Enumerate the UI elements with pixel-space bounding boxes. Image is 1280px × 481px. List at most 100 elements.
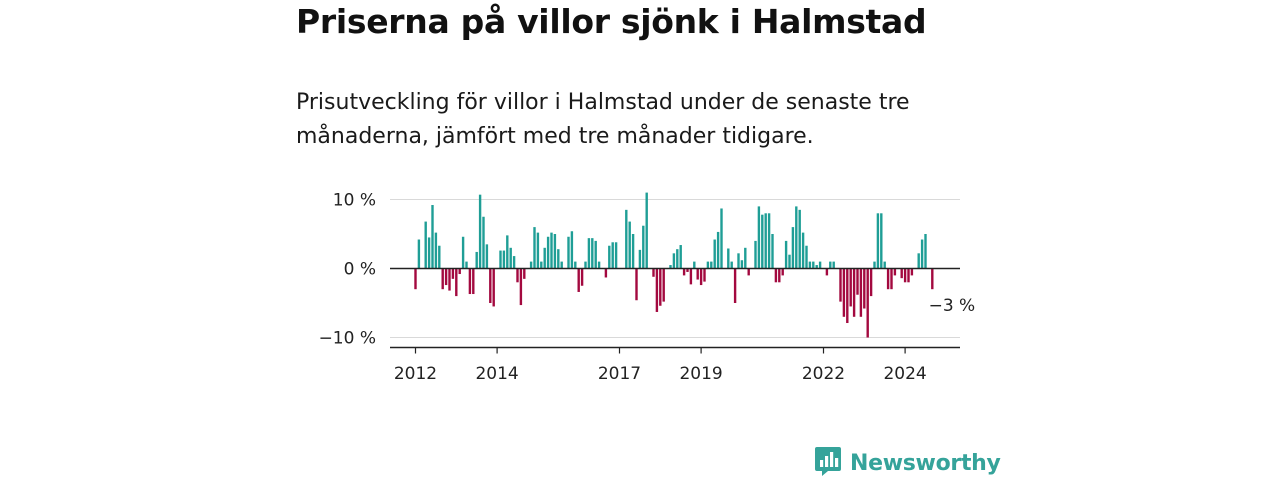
bar — [699, 268, 703, 286]
bar — [431, 205, 434, 269]
axes — [390, 267, 960, 354]
bar — [465, 261, 468, 269]
bar — [866, 268, 869, 338]
bar — [849, 268, 852, 307]
bar — [703, 268, 706, 282]
bar — [805, 245, 808, 269]
bar — [808, 261, 812, 269]
bar — [580, 268, 584, 286]
bar — [478, 194, 482, 269]
bar — [890, 268, 893, 290]
bar — [710, 261, 713, 269]
bar — [761, 214, 764, 269]
bar — [903, 268, 907, 283]
bar — [587, 238, 591, 269]
bar — [659, 268, 662, 306]
x-tick-label: 2017 — [598, 364, 641, 384]
bar — [778, 268, 781, 283]
bar — [880, 213, 883, 269]
bar — [611, 242, 614, 269]
bar — [764, 213, 767, 269]
bar — [737, 253, 740, 269]
bar — [543, 247, 546, 269]
bar — [557, 249, 560, 269]
bar — [791, 227, 795, 269]
bar — [679, 245, 682, 269]
bar — [655, 268, 659, 312]
bar — [652, 268, 655, 277]
bar — [414, 268, 417, 290]
bar — [672, 253, 676, 269]
bar — [696, 268, 699, 280]
bar — [924, 234, 927, 269]
bar — [812, 261, 815, 269]
grid-lines — [390, 199, 960, 338]
bar — [550, 232, 553, 269]
x-tick-label: 2012 — [394, 364, 437, 384]
bar-series — [414, 192, 934, 338]
x-tick-label: 2014 — [475, 364, 518, 384]
bar — [682, 268, 686, 276]
bar — [502, 250, 506, 269]
bar — [829, 261, 832, 269]
bar — [693, 261, 696, 269]
bar — [553, 234, 557, 269]
bar — [662, 268, 665, 302]
bar — [638, 249, 642, 269]
bar — [883, 261, 886, 269]
bar — [801, 232, 805, 269]
bar — [444, 268, 448, 286]
bar — [472, 268, 475, 295]
bar — [499, 250, 502, 269]
bar — [438, 245, 441, 269]
bar — [533, 227, 536, 269]
bar — [839, 268, 842, 302]
bar — [448, 268, 451, 291]
bar — [727, 248, 730, 269]
bar — [512, 256, 516, 269]
bar — [910, 268, 914, 276]
bar — [784, 240, 788, 269]
bar — [455, 268, 458, 297]
tick-labels: 10 % 0 % −10 % 2012 2014 2017 2019 2022 2024 −3 % — [319, 191, 976, 385]
bar — [482, 216, 485, 269]
bar — [434, 232, 438, 269]
bar — [523, 268, 526, 279]
bar — [597, 261, 601, 269]
bar — [713, 239, 716, 269]
bar — [744, 247, 747, 269]
bar — [818, 261, 822, 269]
bar — [608, 245, 611, 269]
y-tick-label: −10 % — [319, 329, 376, 349]
bar — [900, 268, 903, 279]
brand-name: Newsworthy — [850, 450, 1001, 476]
bar — [642, 225, 645, 269]
bar — [825, 268, 829, 276]
x-tick-label: 2019 — [679, 364, 722, 384]
bar — [869, 268, 873, 297]
bar — [859, 268, 863, 317]
bar — [489, 268, 492, 303]
x-tick-label: 2024 — [883, 364, 926, 384]
bar — [560, 261, 563, 269]
bar — [506, 235, 509, 269]
bar — [584, 261, 587, 269]
bar — [832, 261, 835, 269]
bar — [740, 260, 744, 269]
bar — [574, 261, 577, 269]
bar — [461, 236, 465, 269]
bar — [628, 221, 631, 269]
bar — [774, 268, 778, 283]
bar — [676, 249, 679, 269]
x-tick-label: 2022 — [802, 364, 845, 384]
bar — [876, 213, 880, 269]
bar — [863, 268, 866, 309]
bar — [509, 247, 512, 269]
bar — [920, 239, 924, 269]
bar — [594, 240, 597, 269]
bar — [519, 268, 523, 306]
last-value-annotation: −3 % — [929, 296, 976, 316]
bar — [754, 240, 757, 269]
bar — [907, 268, 910, 283]
